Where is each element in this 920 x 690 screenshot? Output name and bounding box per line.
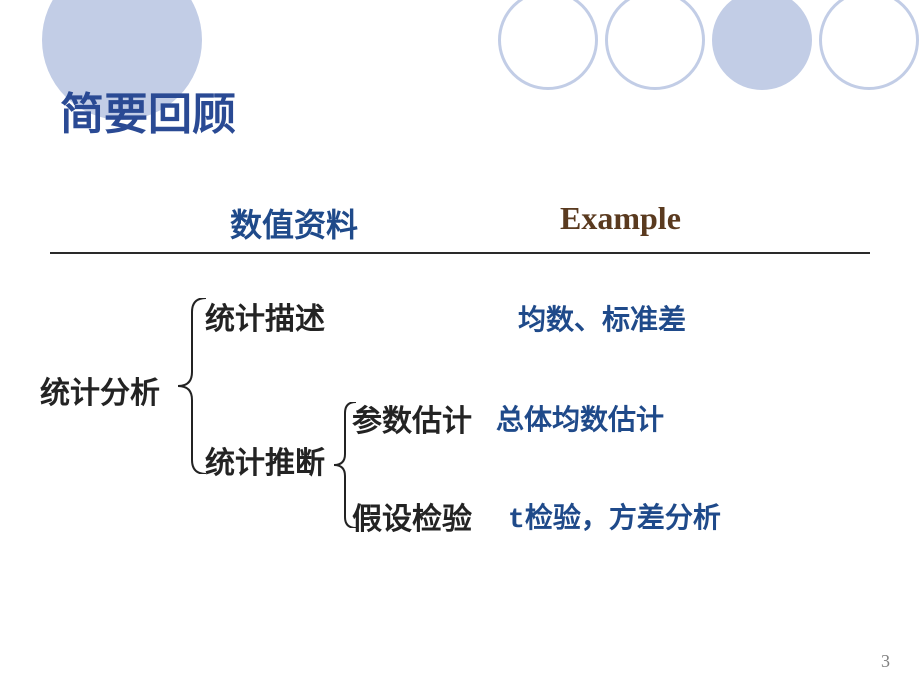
tree-level2-param: 参数估计 [352,396,472,440]
example-ttest-text: 检验，方差分析 [525,503,721,534]
bracket-2 [334,402,356,528]
header-left: 数值资料 [230,200,358,246]
circle-small-3 [712,0,812,90]
tree-root: 统计分析 [40,368,160,412]
example-pop-mean: 总体均数估计 [496,398,664,438]
slide-title: 简要回顾 [60,78,236,142]
slide: 简要回顾 数值资料 Example 统计分析 统计描述 统计推断 参数估计 假设… [0,0,920,690]
page-number: 3 [881,651,890,672]
bracket-1 [176,298,206,474]
example-ttest-prefix: t [508,505,525,536]
example-mean-sd: 均数、标准差 [518,298,686,338]
header-right: Example [560,200,681,237]
circle-small-1 [498,0,598,90]
divider-line [50,252,870,254]
tree-level2-hypoth: 假设检验 [352,494,472,538]
example-ttest: t检验，方差分析 [508,496,721,536]
tree-level1-infer: 统计推断 [205,438,325,482]
tree-level1-desc: 统计描述 [205,294,325,338]
circle-small-4 [819,0,919,90]
circle-small-2 [605,0,705,90]
